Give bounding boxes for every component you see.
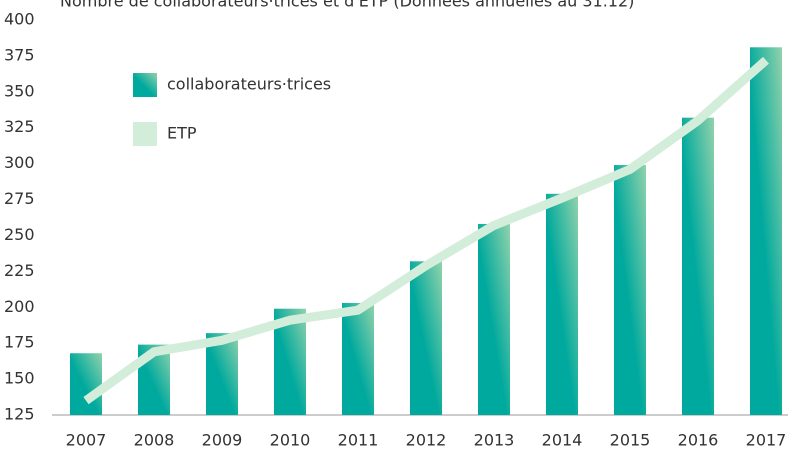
y-tick-label: 400: [4, 10, 35, 29]
bar: [750, 47, 782, 416]
bar: [206, 333, 238, 415]
y-tick-label: 250: [4, 225, 35, 244]
y-tick-label: 375: [4, 45, 35, 64]
legend-label: ETP: [167, 124, 197, 143]
x-tick-label: 2008: [134, 431, 175, 450]
bar: [614, 165, 646, 415]
x-tick-label: 2014: [542, 431, 583, 450]
x-tick-label: 2017: [746, 431, 787, 450]
y-tick-label: 150: [4, 369, 35, 388]
x-tick-label: 2012: [406, 431, 447, 450]
y-tick-label: 175: [4, 333, 35, 352]
y-tick-label: 350: [4, 81, 35, 100]
x-tick-label: 2009: [202, 431, 243, 450]
y-tick-label: 225: [4, 261, 35, 280]
legend-swatch: [133, 122, 157, 146]
x-tick-label: 2010: [270, 431, 311, 450]
x-tick-label: 2016: [678, 431, 719, 450]
y-tick-label: 325: [4, 117, 35, 136]
bar: [478, 223, 510, 415]
line: [83, 56, 769, 405]
bar: [546, 193, 578, 415]
y-tick-label: 125: [4, 405, 35, 424]
y-tick-label: 200: [4, 297, 35, 316]
legend-label: collaborateurs·trices: [167, 75, 331, 94]
x-tick-label: 2013: [474, 431, 515, 450]
legend-swatch: [133, 73, 157, 97]
y-tick-label: 275: [4, 189, 35, 208]
x-tick-label: 2007: [66, 431, 107, 450]
bar: [70, 353, 102, 415]
chart-title: Nombre de collaborateurs·trices et d'ETP…: [60, 0, 634, 11]
y-tick-label: 300: [4, 153, 35, 172]
x-tick-label: 2011: [338, 431, 379, 450]
bar: [410, 261, 442, 415]
x-tick-label: 2015: [610, 431, 651, 450]
bar: [342, 302, 374, 415]
bar: [682, 117, 714, 415]
